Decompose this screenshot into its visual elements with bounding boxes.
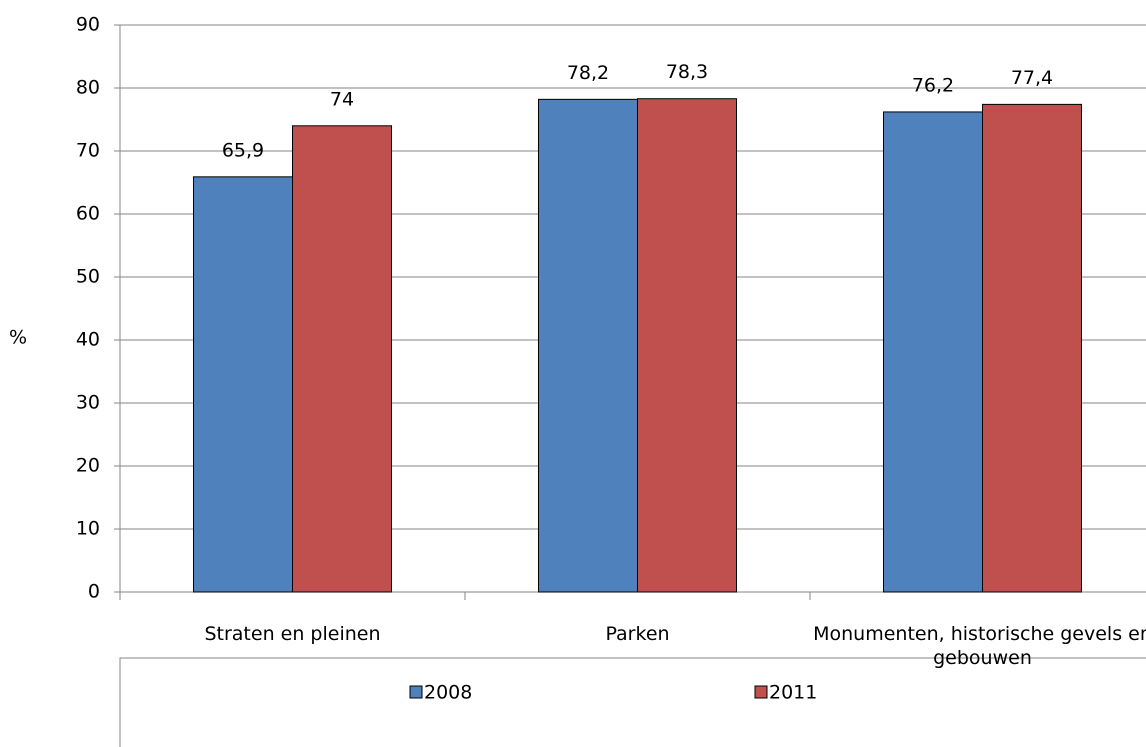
y-tick-label: 40 — [76, 329, 100, 351]
legend-swatch — [409, 685, 423, 699]
data-label: 78,3 — [666, 61, 708, 83]
y-tick-label: 90 — [76, 14, 100, 36]
y-tick-label: 0 — [88, 581, 100, 603]
y-tick-label: 50 — [76, 266, 100, 288]
data-label: 78,2 — [567, 62, 609, 84]
y-tick-label: 20 — [76, 455, 100, 477]
legend-label: 2008 — [424, 682, 472, 704]
bar — [982, 103, 1082, 593]
x-tick-label: Monumenten, historische gevels en gebouw… — [813, 623, 1146, 669]
y-axis-label: % — [9, 327, 27, 349]
bar — [193, 176, 293, 593]
bar — [292, 125, 392, 593]
x-tick-label: Straten en pleinen — [204, 623, 381, 645]
y-tick-label: 70 — [76, 140, 100, 162]
y-tick-label: 30 — [76, 392, 100, 414]
data-label: 74 — [330, 88, 354, 110]
bar — [538, 98, 638, 593]
legend-label: 2011 — [769, 682, 817, 704]
legend-box — [119, 657, 1146, 747]
bar — [883, 111, 983, 593]
y-tick-label: 80 — [76, 77, 100, 99]
data-label: 77,4 — [1011, 67, 1053, 89]
legend-swatch — [754, 685, 768, 699]
data-label: 76,2 — [912, 74, 954, 96]
y-tick-label: 10 — [76, 518, 100, 540]
x-tick-label: Parken — [605, 623, 670, 645]
y-tick-label: 60 — [76, 203, 100, 225]
data-label: 65,9 — [222, 139, 264, 161]
bar — [637, 98, 737, 593]
